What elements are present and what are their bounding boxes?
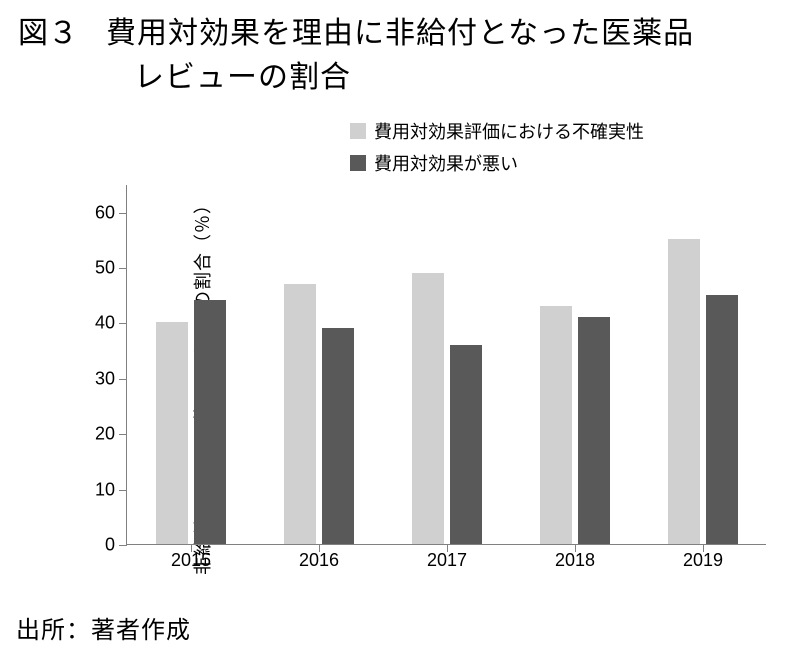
legend-label: 費用対効果評価における不確実性	[374, 118, 644, 144]
legend-swatch	[350, 123, 366, 139]
y-tick-label: 40	[95, 313, 115, 334]
bar	[322, 328, 355, 544]
bar	[284, 284, 317, 544]
bar	[194, 300, 227, 544]
y-tick-label: 30	[95, 368, 115, 389]
x-tick-label: 2016	[299, 550, 339, 571]
figure-label: 図３	[18, 8, 78, 52]
x-tick-label: 2018	[555, 550, 595, 571]
legend: 費用対効果評価における不確実性費用対効果が悪い	[350, 118, 644, 182]
y-tick	[119, 268, 127, 269]
legend-item: 費用対効果が悪い	[350, 150, 644, 176]
legend-swatch	[350, 155, 366, 171]
bar	[706, 295, 739, 544]
y-tick	[119, 323, 127, 324]
bar	[540, 306, 573, 544]
bar	[412, 273, 445, 544]
y-tick	[119, 213, 127, 214]
legend-label: 費用対効果が悪い	[374, 150, 518, 176]
legend-item: 費用対効果評価における不確実性	[350, 118, 644, 144]
source-note: 出所：著者作成	[16, 610, 191, 645]
bar-chart: 非給付とされた医薬品レビューの割合（％） 0102030405060201520…	[68, 185, 768, 585]
bar	[156, 322, 189, 544]
x-tick-label: 2019	[683, 550, 723, 571]
figure-title-line1: 費用対効果を理由に非給付となった医薬品	[106, 8, 694, 52]
y-tick-label: 60	[95, 202, 115, 223]
bar	[578, 317, 611, 544]
y-tick-label: 50	[95, 258, 115, 279]
figure-title-block: 図３ 費用対効果を理由に非給付となった医薬品 レビューの割合	[18, 8, 790, 96]
y-tick	[119, 490, 127, 491]
x-tick-label: 2015	[171, 550, 211, 571]
y-tick	[119, 434, 127, 435]
bar	[450, 345, 483, 544]
y-tick	[119, 545, 127, 546]
x-tick-label: 2017	[427, 550, 467, 571]
y-tick-label: 20	[95, 424, 115, 445]
y-tick-label: 0	[105, 535, 115, 556]
bar	[668, 239, 701, 544]
y-tick	[119, 379, 127, 380]
y-tick-label: 10	[95, 479, 115, 500]
plot-area: 010203040506020152016201720182019	[126, 185, 766, 545]
figure-title-line2: レビューの割合	[134, 52, 790, 96]
